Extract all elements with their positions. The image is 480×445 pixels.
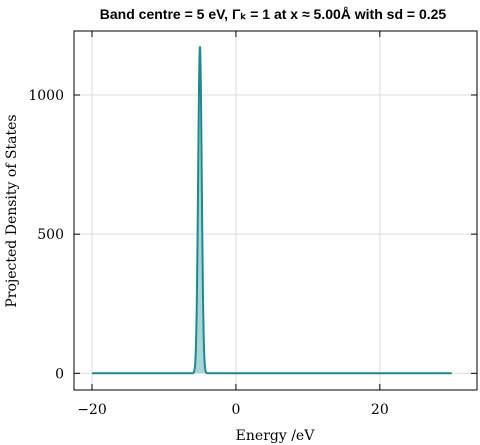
- grid-layer: [74, 31, 477, 390]
- tick-layer: −20 0 20 0 500 1000: [28, 31, 477, 418]
- y-tick-label: 500: [37, 227, 64, 243]
- chart-title: Band centre = 5 eV, Γₖ = 1 at x ≈ 5.00Å …: [100, 6, 447, 22]
- x-tick-label: −20: [77, 402, 107, 418]
- series-line: [91, 46, 452, 375]
- x-axis-label: Energy /eV: [236, 428, 316, 444]
- x-tick-label: 20: [371, 402, 389, 418]
- y-tick-label: 1000: [28, 88, 64, 104]
- x-tick-label: 0: [231, 402, 240, 418]
- plot-frame: [73, 30, 478, 391]
- plot-area: [91, 46, 452, 375]
- y-axis-label: Projected Density of States: [4, 114, 20, 307]
- y-tick-label: 0: [55, 366, 64, 382]
